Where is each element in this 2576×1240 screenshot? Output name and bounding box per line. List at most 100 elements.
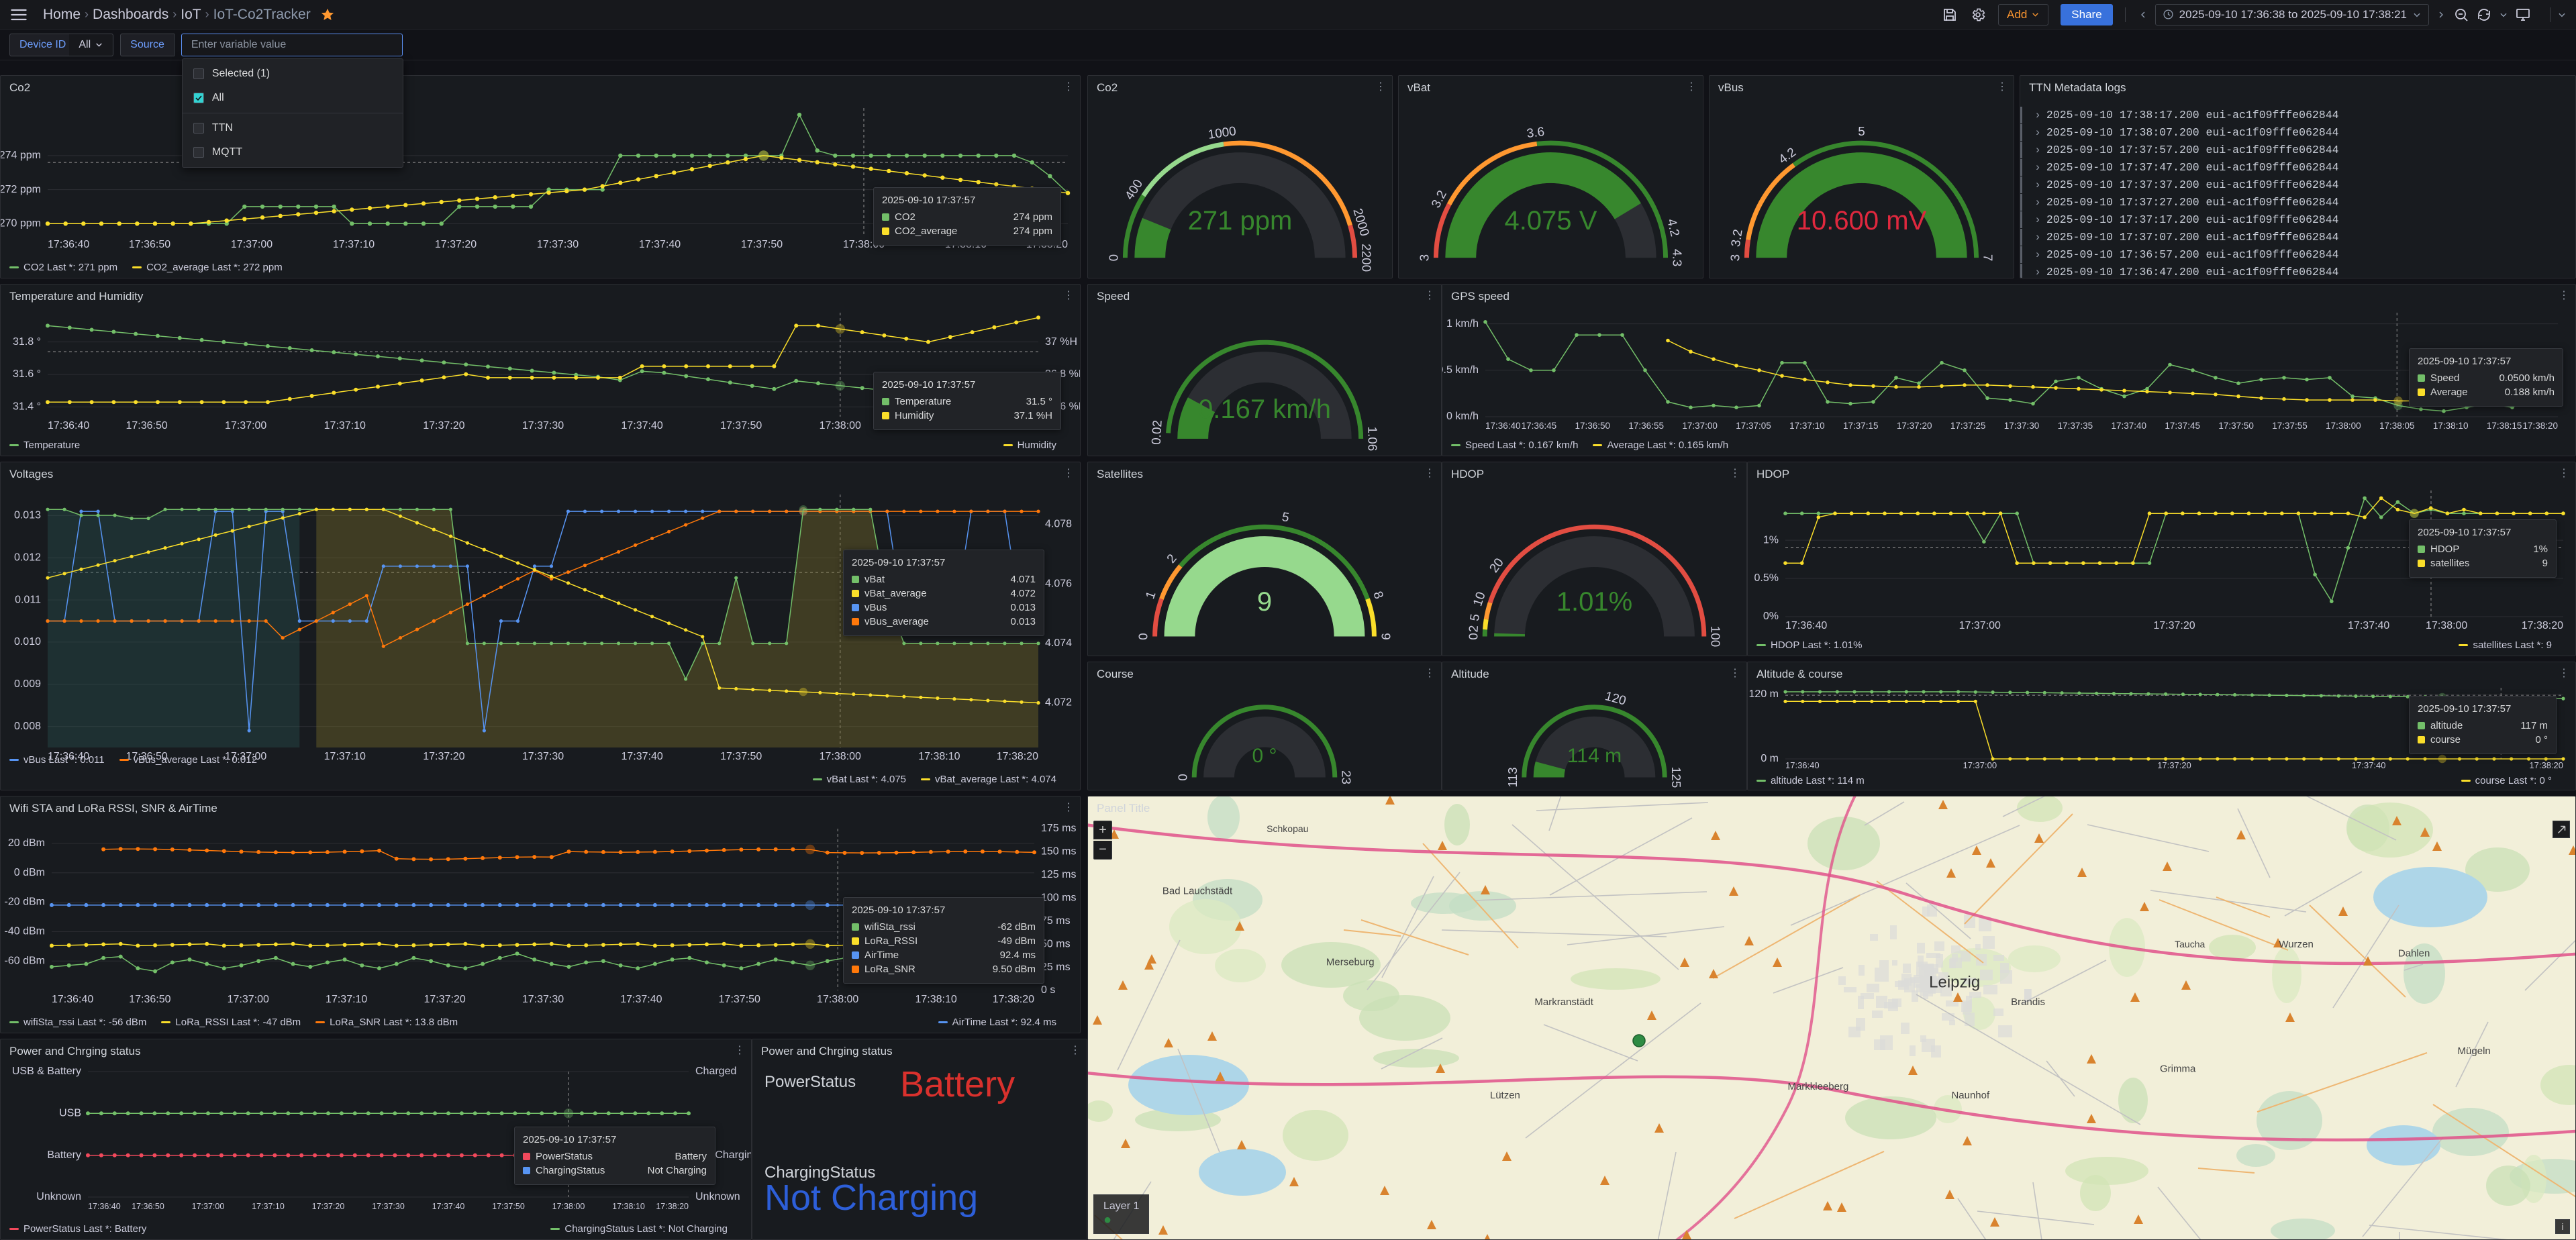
svg-text:17:36:40: 17:36:40 — [1785, 620, 1827, 631]
svg-text:0 m: 0 m — [1761, 753, 1779, 764]
svg-text:0.008: 0.008 — [14, 721, 41, 732]
svg-text:Dahlen: Dahlen — [2398, 947, 2430, 959]
svg-text:17:37:20: 17:37:20 — [1897, 421, 1932, 431]
svg-text:17:37:20: 17:37:20 — [423, 420, 464, 431]
svg-text:31.8 °: 31.8 ° — [13, 336, 41, 348]
svg-text:17:38:20: 17:38:20 — [656, 1202, 689, 1211]
svg-text:2200: 2200 — [1358, 244, 1373, 272]
svg-text:17:37:10: 17:37:10 — [252, 1202, 285, 1211]
svg-text:5: 5 — [1858, 125, 1865, 139]
svg-text:17:36:50: 17:36:50 — [126, 420, 167, 431]
svg-text:17:37:50: 17:37:50 — [719, 994, 760, 1005]
svg-text:17:37:10: 17:37:10 — [333, 239, 375, 250]
svg-text:1000: 1000 — [1207, 124, 1238, 142]
svg-text:75 ms: 75 ms — [1041, 915, 1071, 927]
svg-text:Wurzen: Wurzen — [2279, 939, 2313, 950]
svg-text:-40 dBm: -40 dBm — [5, 926, 45, 937]
svg-text:17:37:40: 17:37:40 — [2112, 421, 2147, 431]
svg-text:17:37:40: 17:37:40 — [621, 751, 662, 762]
svg-text:17:37:55: 17:37:55 — [2272, 421, 2308, 431]
svg-text:50 ms: 50 ms — [1041, 938, 1071, 949]
svg-text:17:38:10: 17:38:10 — [915, 994, 956, 1005]
svg-text:17:36:40: 17:36:40 — [88, 1202, 121, 1211]
svg-text:3.6: 3.6 — [1526, 125, 1546, 141]
svg-text:17:36:40: 17:36:40 — [48, 239, 89, 250]
svg-text:17:37:30: 17:37:30 — [522, 420, 564, 431]
svg-text:17:37:30: 17:37:30 — [2004, 421, 2040, 431]
svg-text:125: 125 — [1669, 767, 1683, 788]
svg-text:20 dBm: 20 dBm — [8, 837, 45, 849]
svg-text:17:37:30: 17:37:30 — [522, 994, 564, 1005]
svg-text:17:37:00: 17:37:00 — [231, 239, 273, 250]
svg-text:17:38:20: 17:38:20 — [993, 994, 1034, 1005]
svg-text:17:36:40: 17:36:40 — [52, 994, 93, 1005]
svg-text:3: 3 — [1418, 254, 1432, 262]
svg-text:0 s: 0 s — [1041, 984, 1055, 996]
svg-text:17:37:00: 17:37:00 — [1959, 620, 2001, 631]
svg-text:120: 120 — [1603, 689, 1628, 708]
svg-text:1%: 1% — [1763, 534, 1779, 546]
svg-text:17:37:00: 17:37:00 — [228, 994, 269, 1005]
svg-text:17:38:00: 17:38:00 — [552, 1202, 585, 1211]
svg-text:17:37:40: 17:37:40 — [639, 239, 681, 250]
svg-text:17:37:00: 17:37:00 — [1682, 421, 1718, 431]
svg-text:17:36:40: 17:36:40 — [1485, 421, 1521, 431]
svg-text:17:37:20: 17:37:20 — [312, 1202, 345, 1211]
svg-text:Charged: Charged — [695, 1066, 736, 1077]
svg-text:17:38:10: 17:38:10 — [2433, 421, 2469, 431]
svg-text:150 ms: 150 ms — [1041, 846, 1076, 858]
svg-text:Schkopau: Schkopau — [1267, 823, 1308, 834]
svg-text:274 ppm: 274 ppm — [1, 150, 41, 161]
svg-text:17:37:10: 17:37:10 — [324, 751, 366, 762]
svg-text:17:37:30: 17:37:30 — [522, 751, 564, 762]
svg-text:17:37:40: 17:37:40 — [621, 420, 662, 431]
svg-text:100: 100 — [1708, 626, 1722, 648]
svg-text:Lützen: Lützen — [1490, 1090, 1520, 1101]
svg-text:Grimma: Grimma — [2160, 1063, 2196, 1074]
svg-text:9: 9 — [1378, 633, 1392, 640]
svg-text:Brandis: Brandis — [2011, 996, 2045, 1008]
svg-text:17:37:20: 17:37:20 — [2153, 620, 2195, 631]
svg-text:17:37:50: 17:37:50 — [720, 751, 762, 762]
svg-text:17:37:00: 17:37:00 — [225, 420, 266, 431]
svg-text:0: 0 — [1467, 633, 1481, 640]
svg-text:4.072: 4.072 — [1045, 697, 1072, 709]
svg-text:0: 0 — [1176, 774, 1190, 781]
svg-text:17:36:55: 17:36:55 — [1628, 421, 1664, 431]
svg-text:17:37:40: 17:37:40 — [2348, 620, 2389, 631]
svg-text:17:37:05: 17:37:05 — [1736, 421, 1771, 431]
svg-text:17:37:15: 17:37:15 — [1843, 421, 1879, 431]
svg-text:17:37:25: 17:37:25 — [1950, 421, 1986, 431]
svg-text:23: 23 — [1339, 770, 1353, 784]
svg-text:4.074: 4.074 — [1045, 637, 1072, 649]
svg-text:1.06: 1.06 — [1365, 427, 1379, 452]
svg-text:17:38:05: 17:38:05 — [2379, 421, 2415, 431]
svg-text:270 ppm: 270 ppm — [1, 218, 41, 229]
svg-text:17:37:00: 17:37:00 — [192, 1202, 225, 1211]
svg-text:175 ms: 175 ms — [1041, 823, 1076, 834]
svg-text:17:37:20: 17:37:20 — [435, 239, 477, 250]
svg-text:2: 2 — [1467, 625, 1481, 633]
svg-text:0.011: 0.011 — [15, 594, 41, 605]
svg-text:17:38:20: 17:38:20 — [2529, 760, 2563, 770]
svg-text:17:37:40: 17:37:40 — [432, 1202, 465, 1211]
svg-text:Bad Lauchstädt: Bad Lauchstädt — [1162, 886, 1233, 897]
svg-text:USB: USB — [59, 1108, 81, 1119]
svg-text:17:37:50: 17:37:50 — [492, 1202, 525, 1211]
svg-text:17:36:40: 17:36:40 — [1785, 760, 1820, 770]
svg-text:Unknown: Unknown — [36, 1191, 81, 1202]
svg-text:0: 0 — [1137, 633, 1151, 640]
svg-text:17:38:00: 17:38:00 — [820, 420, 861, 431]
svg-text:17:37:35: 17:37:35 — [2058, 421, 2093, 431]
svg-text:2: 2 — [1165, 552, 1180, 566]
svg-text:Markkleeberg: Markkleeberg — [1787, 1081, 1848, 1092]
svg-text:17:37:50: 17:37:50 — [720, 420, 762, 431]
svg-text:37 %H: 37 %H — [1045, 336, 1077, 348]
svg-text:17:38:00: 17:38:00 — [2326, 421, 2361, 431]
svg-text:17:36:50: 17:36:50 — [129, 239, 170, 250]
svg-text:0.5 km/h: 0.5 km/h — [1442, 364, 1479, 376]
svg-text:31.4 °: 31.4 ° — [13, 401, 41, 413]
svg-text:17:37:20: 17:37:20 — [423, 751, 464, 762]
svg-text:0 dBm: 0 dBm — [14, 867, 45, 878]
svg-text:4.078: 4.078 — [1045, 519, 1072, 530]
